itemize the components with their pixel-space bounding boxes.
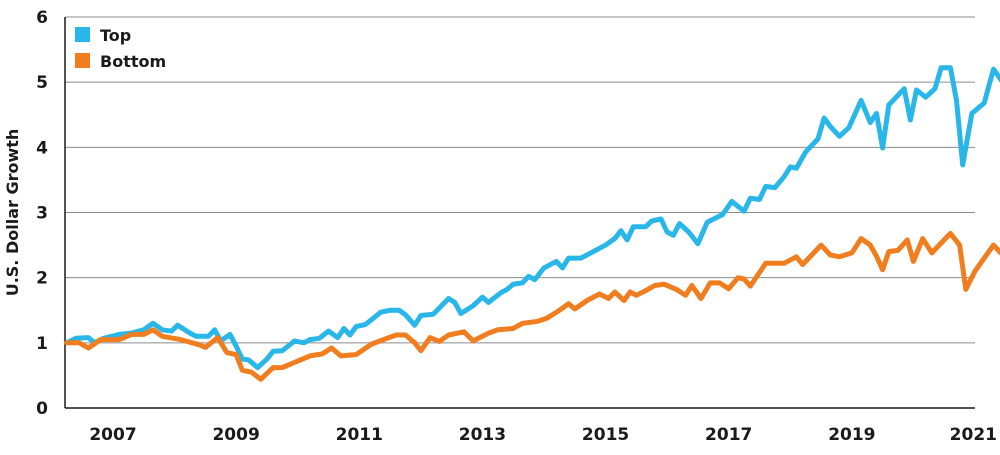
y-tick-label: 2 — [36, 269, 48, 289]
y-tick-label: 6 — [36, 8, 48, 28]
x-tick-label: 2011 — [336, 425, 383, 445]
legend-swatch-bottom — [75, 53, 90, 68]
series-lines — [64, 65, 1000, 382]
x-tick-label: 2021 — [950, 425, 997, 445]
y-tick-labels: 0 1 2 3 4 5 6 — [36, 8, 48, 419]
y-tick-label: 1 — [36, 334, 48, 354]
y-tick-label: 3 — [36, 204, 48, 224]
y-tick-label: 0 — [36, 399, 48, 419]
legend-swatch-top — [75, 27, 90, 42]
x-tick-label: 2007 — [89, 425, 136, 445]
x-tick-label: 2013 — [459, 425, 506, 445]
legend-label-bottom: Bottom — [100, 52, 166, 71]
x-tick-label: 2017 — [705, 425, 752, 445]
legend: Top Bottom — [75, 26, 166, 71]
series-line-bottom — [64, 230, 1000, 382]
x-tick-labels: 2007 2009 2011 2013 2015 2017 2019 2021 — [89, 425, 997, 445]
series-line-top — [64, 65, 1000, 371]
legend-label-top: Top — [100, 26, 131, 45]
x-tick-label: 2015 — [582, 425, 629, 445]
x-tick-label: 2009 — [212, 425, 259, 445]
x-tick-label: 2019 — [828, 425, 875, 445]
gridlines — [65, 16, 975, 344]
y-tick-label: 4 — [36, 138, 48, 158]
y-tick-label: 5 — [36, 73, 48, 93]
y-axis-label: U.S. Dollar Growth — [3, 129, 22, 297]
